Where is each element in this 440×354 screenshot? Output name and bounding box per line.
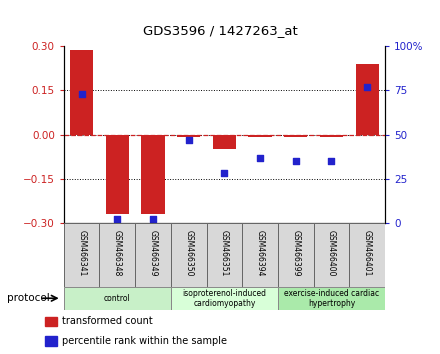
Text: GDS3596 / 1427263_at: GDS3596 / 1427263_at (143, 24, 297, 37)
Text: GSM466401: GSM466401 (363, 230, 372, 277)
Text: GSM466341: GSM466341 (77, 230, 86, 277)
Bar (141, 135, 165, 214)
Bar (213, 135, 236, 149)
Bar (284, 135, 308, 137)
Text: GSM466349: GSM466349 (149, 230, 158, 277)
Bar (278, 223, 314, 287)
Bar (45, 316, 57, 326)
Bar (135, 223, 171, 287)
Bar (356, 64, 379, 135)
Bar (278, 287, 385, 310)
Text: transformed count: transformed count (62, 316, 153, 326)
Point (257, 155, 264, 160)
Bar (64, 287, 171, 310)
Point (185, 137, 192, 143)
Bar (320, 135, 343, 137)
Point (114, 217, 121, 222)
Bar (171, 223, 206, 287)
Text: GSM466399: GSM466399 (291, 230, 300, 277)
Bar (206, 223, 242, 287)
Text: percentile rank within the sample: percentile rank within the sample (62, 336, 227, 346)
Text: protocol: protocol (7, 293, 49, 303)
Bar (45, 336, 57, 346)
Point (292, 158, 299, 164)
Point (363, 84, 370, 90)
Text: GSM466394: GSM466394 (256, 230, 264, 277)
Bar (249, 135, 271, 137)
Bar (171, 287, 278, 310)
Bar (177, 135, 200, 137)
Point (78, 91, 85, 97)
Point (221, 171, 228, 176)
Text: GSM466351: GSM466351 (220, 230, 229, 277)
Bar (349, 223, 385, 287)
Bar (314, 223, 349, 287)
Point (150, 217, 157, 222)
Text: GSM466350: GSM466350 (184, 230, 193, 277)
Text: isoproterenol-induced
cardiomyopathy: isoproterenol-induced cardiomyopathy (183, 289, 266, 308)
Bar (242, 223, 278, 287)
Bar (106, 135, 129, 214)
Text: exercise-induced cardiac
hypertrophy: exercise-induced cardiac hypertrophy (284, 289, 379, 308)
Point (328, 158, 335, 164)
Bar (70, 50, 93, 135)
Bar (64, 223, 99, 287)
Bar (99, 223, 135, 287)
Text: control: control (104, 294, 131, 303)
Text: GSM466400: GSM466400 (327, 230, 336, 277)
Text: GSM466348: GSM466348 (113, 230, 122, 277)
